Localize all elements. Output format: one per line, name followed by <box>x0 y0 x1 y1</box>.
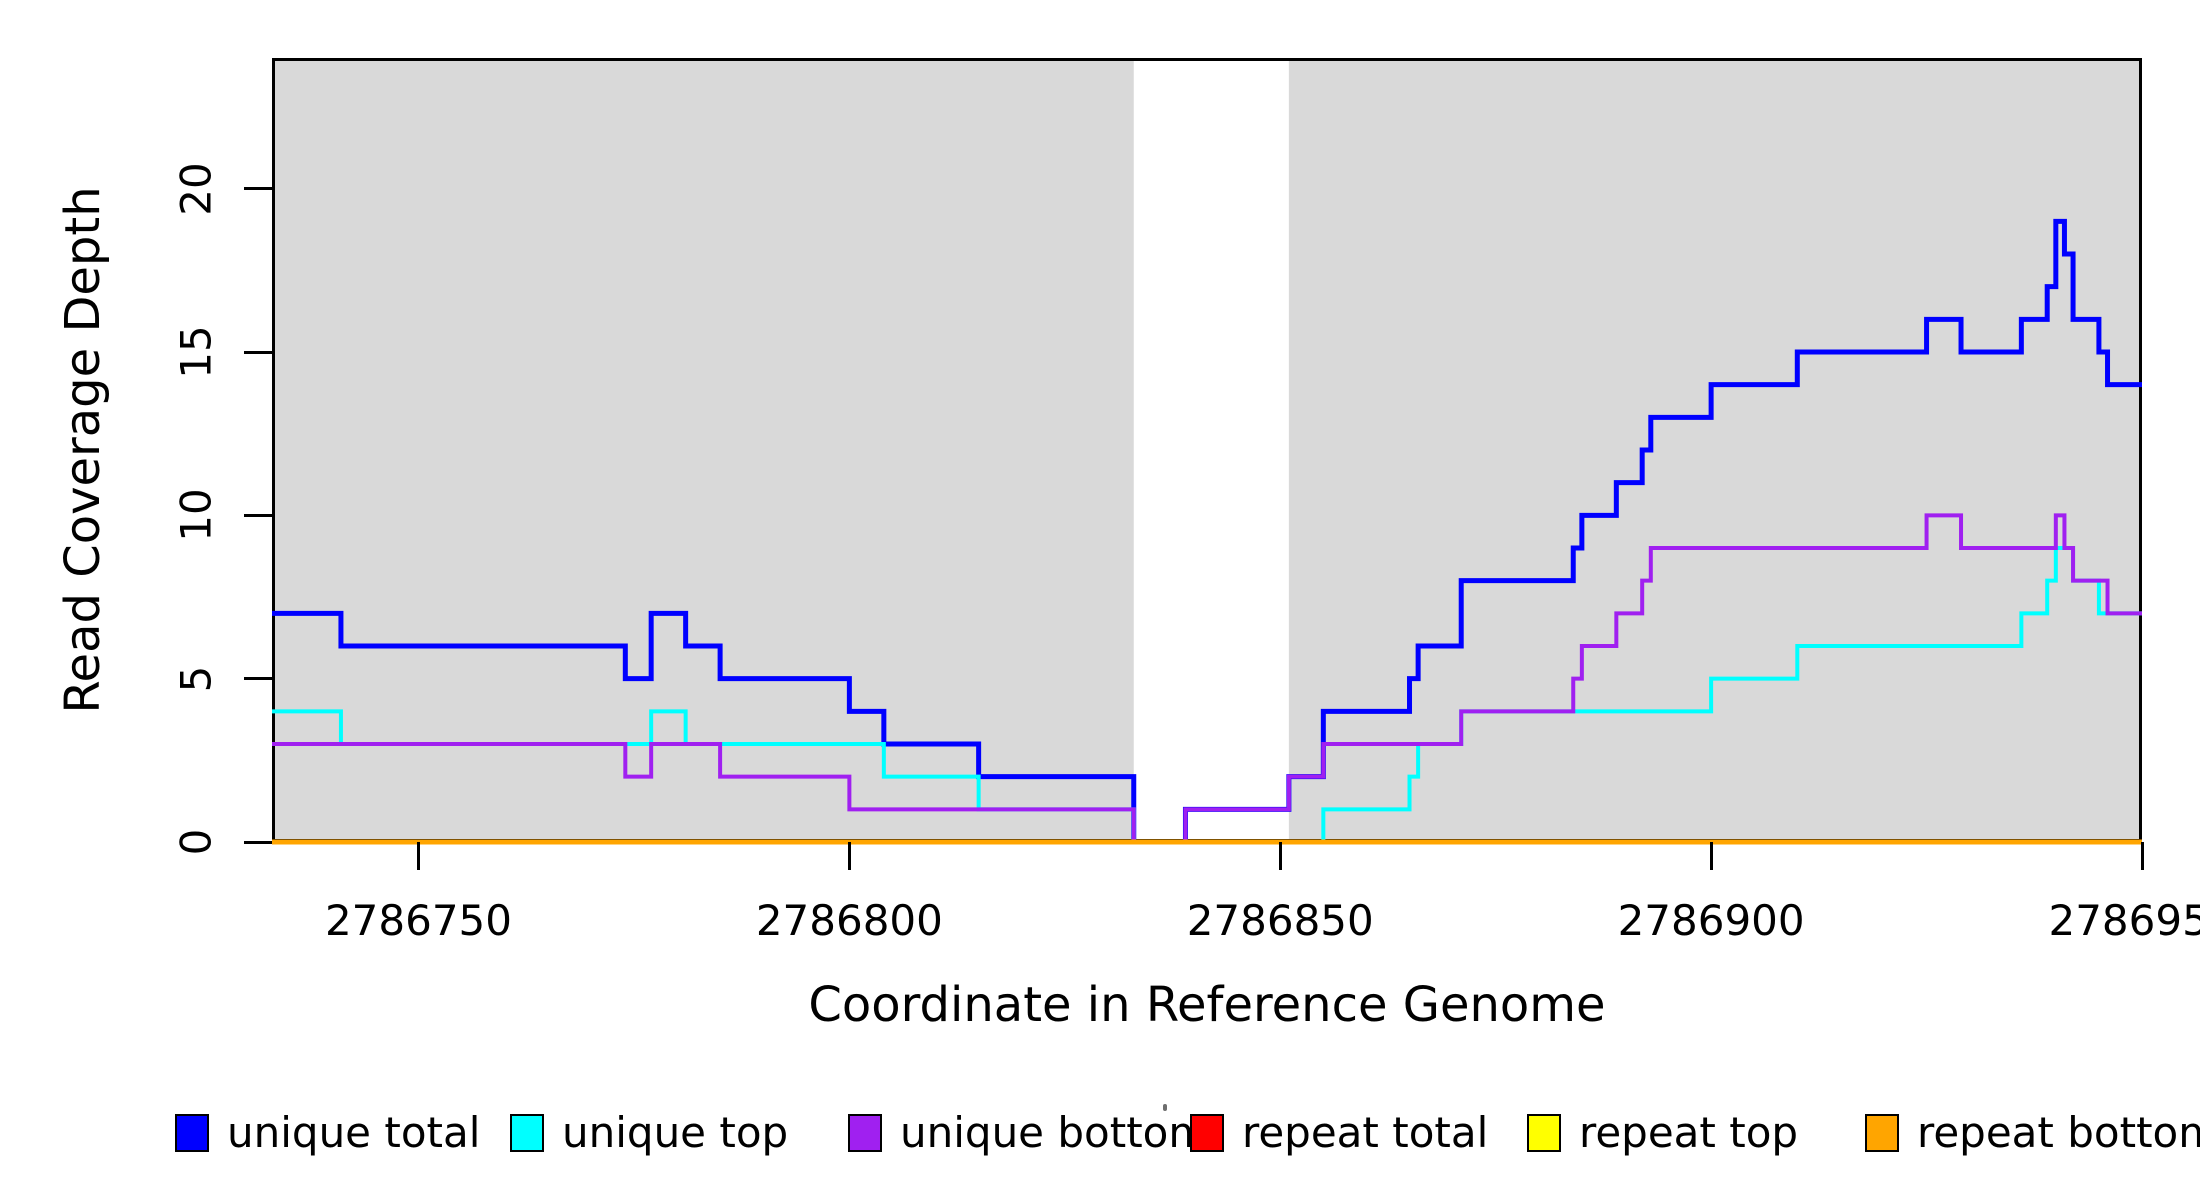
x-tick-mark <box>416 842 420 870</box>
legend-label: repeat total <box>1242 1108 1489 1157</box>
y-tick-mark <box>244 350 272 354</box>
plot-area <box>272 58 2142 845</box>
shaded-region-1 <box>1288 58 2142 842</box>
shaded-region-0 <box>272 58 1134 842</box>
y-tick-label: 20 <box>171 161 221 216</box>
x-tick-mark <box>1709 842 1713 870</box>
stray-mark <box>1163 1104 1167 1111</box>
x-tick-label: 2786900 <box>1617 896 1805 945</box>
y-axis-title: Read Coverage Depth <box>55 186 111 714</box>
y-tick-mark <box>244 677 272 681</box>
series-unique-total-line <box>272 218 2142 845</box>
legend: unique total unique top unique bottom repea… <box>0 1106 2200 1166</box>
legend-label: repeat bottom <box>1917 1108 2200 1157</box>
legend-swatch-unique-total <box>175 1114 209 1152</box>
legend-swatch-unique-top <box>510 1114 544 1152</box>
x-tick-label: 2786850 <box>1186 896 1374 945</box>
y-tick-label: 5 <box>171 665 221 693</box>
legend-label: unique total <box>227 1108 481 1157</box>
x-tick-label: 2786750 <box>324 896 513 945</box>
legend-swatch-repeat-total <box>1190 1114 1224 1152</box>
legend-label: unique top <box>562 1108 789 1157</box>
legend-label: unique bottom <box>900 1108 1210 1157</box>
legend-swatch-repeat-top <box>1527 1114 1561 1152</box>
series-unique-top-line <box>272 546 2142 844</box>
x-tick-label: 2786800 <box>755 896 943 945</box>
y-tick-mark <box>244 513 272 517</box>
legend-swatch-repeat-bottom <box>1865 1114 1899 1152</box>
x-axis-title: Coordinate in Reference Genome <box>808 977 1606 1033</box>
y-tick-label: 15 <box>171 325 221 379</box>
legend-label: repeat top <box>1579 1108 1799 1157</box>
y-tick-label: 0 <box>171 828 221 856</box>
y-tick-mark <box>244 840 272 844</box>
coverage-step-chart <box>272 58 2142 845</box>
x-tick-mark <box>847 842 851 870</box>
x-tick-mark <box>1278 842 1282 870</box>
x-tick-mark <box>2140 842 2144 870</box>
legend-swatch-unique-bottom <box>848 1114 882 1152</box>
series-unique-bottom-line <box>272 513 2142 844</box>
y-tick-label: 10 <box>171 488 221 543</box>
y-tick-mark <box>244 187 272 191</box>
